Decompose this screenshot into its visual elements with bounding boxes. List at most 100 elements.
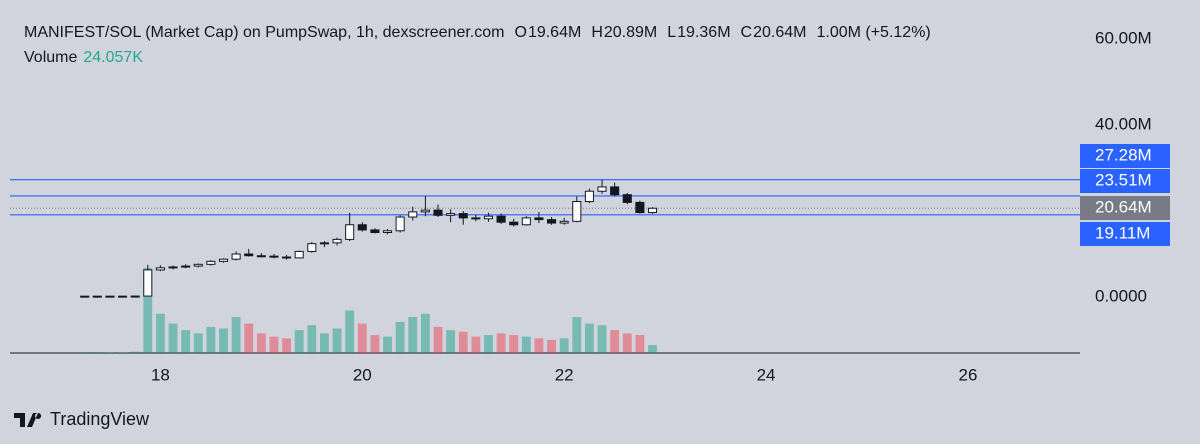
ohlc-value: 20.89M [603,24,658,41]
volume-bar [168,323,178,353]
title: MANIFEST/SOL (Market Cap) on PumpSwap, 1… [24,24,505,41]
volume-bar [484,335,493,353]
candle-body [345,224,355,240]
price-label: 19.11M [1095,223,1150,242]
ohlc-item: C20.64M [741,24,807,41]
x-tick-label: 20 [353,365,372,384]
candle-body [80,295,90,298]
volume-bar [357,323,367,353]
volume-bar [269,336,279,353]
candle-body [269,255,279,258]
volume-bar [572,317,582,353]
volume-bar [496,333,506,353]
y-tick-label: 40.00M [1095,114,1152,133]
x-tick-label: 26 [958,365,977,384]
candle-body [332,238,342,244]
candle-body [307,243,317,252]
candle-body [622,194,632,203]
candle-body [547,219,557,224]
volume-value: 24.057K [83,49,143,66]
volume-bar [92,352,102,353]
volume-bar [118,352,127,353]
candle-body [256,255,266,258]
candle-body [521,217,531,226]
volume-bar [408,317,418,353]
ohlc-item: H20.89M [591,24,657,41]
volume-bar [471,336,481,353]
volume-bar [534,338,544,353]
candle-body [408,211,418,218]
candle-body [446,213,456,216]
volume-bar [370,335,380,353]
ohlc-value: 19.36M [677,24,731,41]
volume-bar [458,331,468,353]
candle-body [294,250,304,259]
brand: TradingView [50,409,150,429]
logo [14,412,42,427]
volume-bar [622,333,632,353]
volume-bar [635,335,645,353]
volume-bar [383,336,392,353]
candle-body [130,295,140,298]
volume-legend: Volume 24.057K [24,49,143,67]
x-tick-label: 24 [757,365,776,384]
candle-body [509,221,519,226]
candle-body [155,267,165,271]
candle-body [282,256,292,259]
volume-bar [80,352,90,353]
volume-bar [584,323,594,353]
volume-bar [521,336,531,353]
candle-body [231,253,241,260]
ohlc-key: C [740,24,753,41]
candle-body [559,220,569,224]
candle-body [584,190,594,203]
volume-bar [256,333,266,353]
ohlc-value: 19.64M [527,24,582,41]
volume-bar [345,310,355,353]
ohlc-item: L19.36M [667,24,730,41]
volume-bar [143,268,153,353]
candle-body [181,265,191,268]
candle-body [534,217,544,221]
candle-body [244,253,254,257]
x-tick-label: 18 [151,365,170,384]
volume-bar [597,325,607,353]
y-tick-label: 60.00M [1095,28,1152,47]
candle-body [319,242,329,245]
volume-bar [559,338,569,353]
header: MANIFEST/SOL (Market Cap) on PumpSwap, 1… [24,24,941,42]
candle-body [382,230,393,234]
price-label: 20.64M [1095,197,1152,216]
candle-body [420,209,430,213]
ohlc-key: L [667,24,677,41]
volume-bar [181,330,191,353]
volume-bar [446,330,456,353]
candle-body [143,269,153,297]
candle-body [458,213,468,219]
y-tick-label: 0.0000 [1095,286,1147,305]
volume-bar [282,338,292,353]
candle-body [92,295,102,298]
candle-body [218,258,229,262]
volume-bar [420,313,430,353]
price-label: 27.28M [1095,145,1152,164]
candle-body [395,216,405,232]
volume-bar [231,317,241,353]
volume-bar [219,328,228,353]
x-tick-label: 22 [555,365,574,384]
candle-body [193,263,203,267]
change: 1.00M (+5.12%) [816,24,931,41]
volume-bar [610,330,620,353]
footer: TradingView [14,409,149,430]
ohlc-key: H [591,24,603,41]
volume-bar [307,325,317,353]
volume-bar [433,326,443,353]
volume-bar [244,323,254,353]
price-label-box [1080,144,1170,168]
price-label-box [1080,222,1170,246]
candle-body [572,201,582,222]
ohlc-value: 20.64M [753,24,807,41]
volume-bar [294,330,304,353]
volume-bar [105,352,115,353]
